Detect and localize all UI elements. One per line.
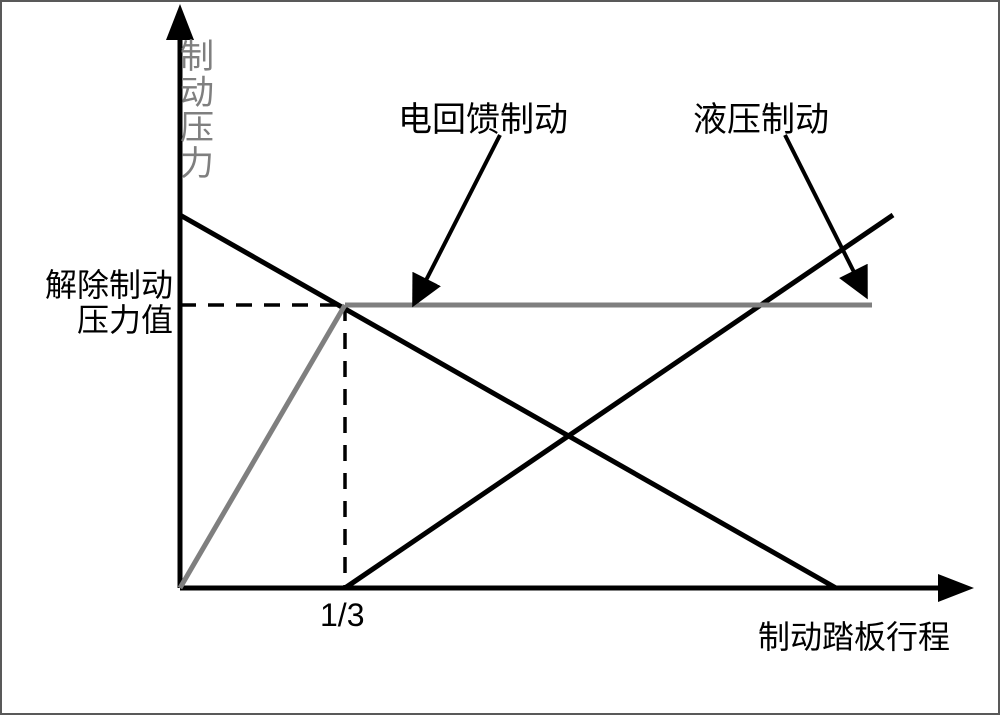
x-axis-label: 制动踏板行程: [758, 612, 950, 658]
x-axis-arrowhead: [938, 574, 974, 602]
regen-rise-line: [180, 305, 345, 588]
regen-annotation-arrow: [418, 135, 500, 296]
regen-annotation-label: 电回馈制动: [398, 92, 568, 141]
hydraulic-annotation-label: 液压制动: [693, 92, 829, 141]
x-tick-label: 1/3: [320, 597, 364, 634]
hydraulic-line: [345, 215, 893, 588]
y-axis-label: 制动压力: [180, 40, 214, 183]
y-axis-arrowhead: [166, 4, 194, 40]
y-tick-label: 解除制动压力值: [28, 268, 173, 338]
decline-line: [180, 215, 836, 588]
